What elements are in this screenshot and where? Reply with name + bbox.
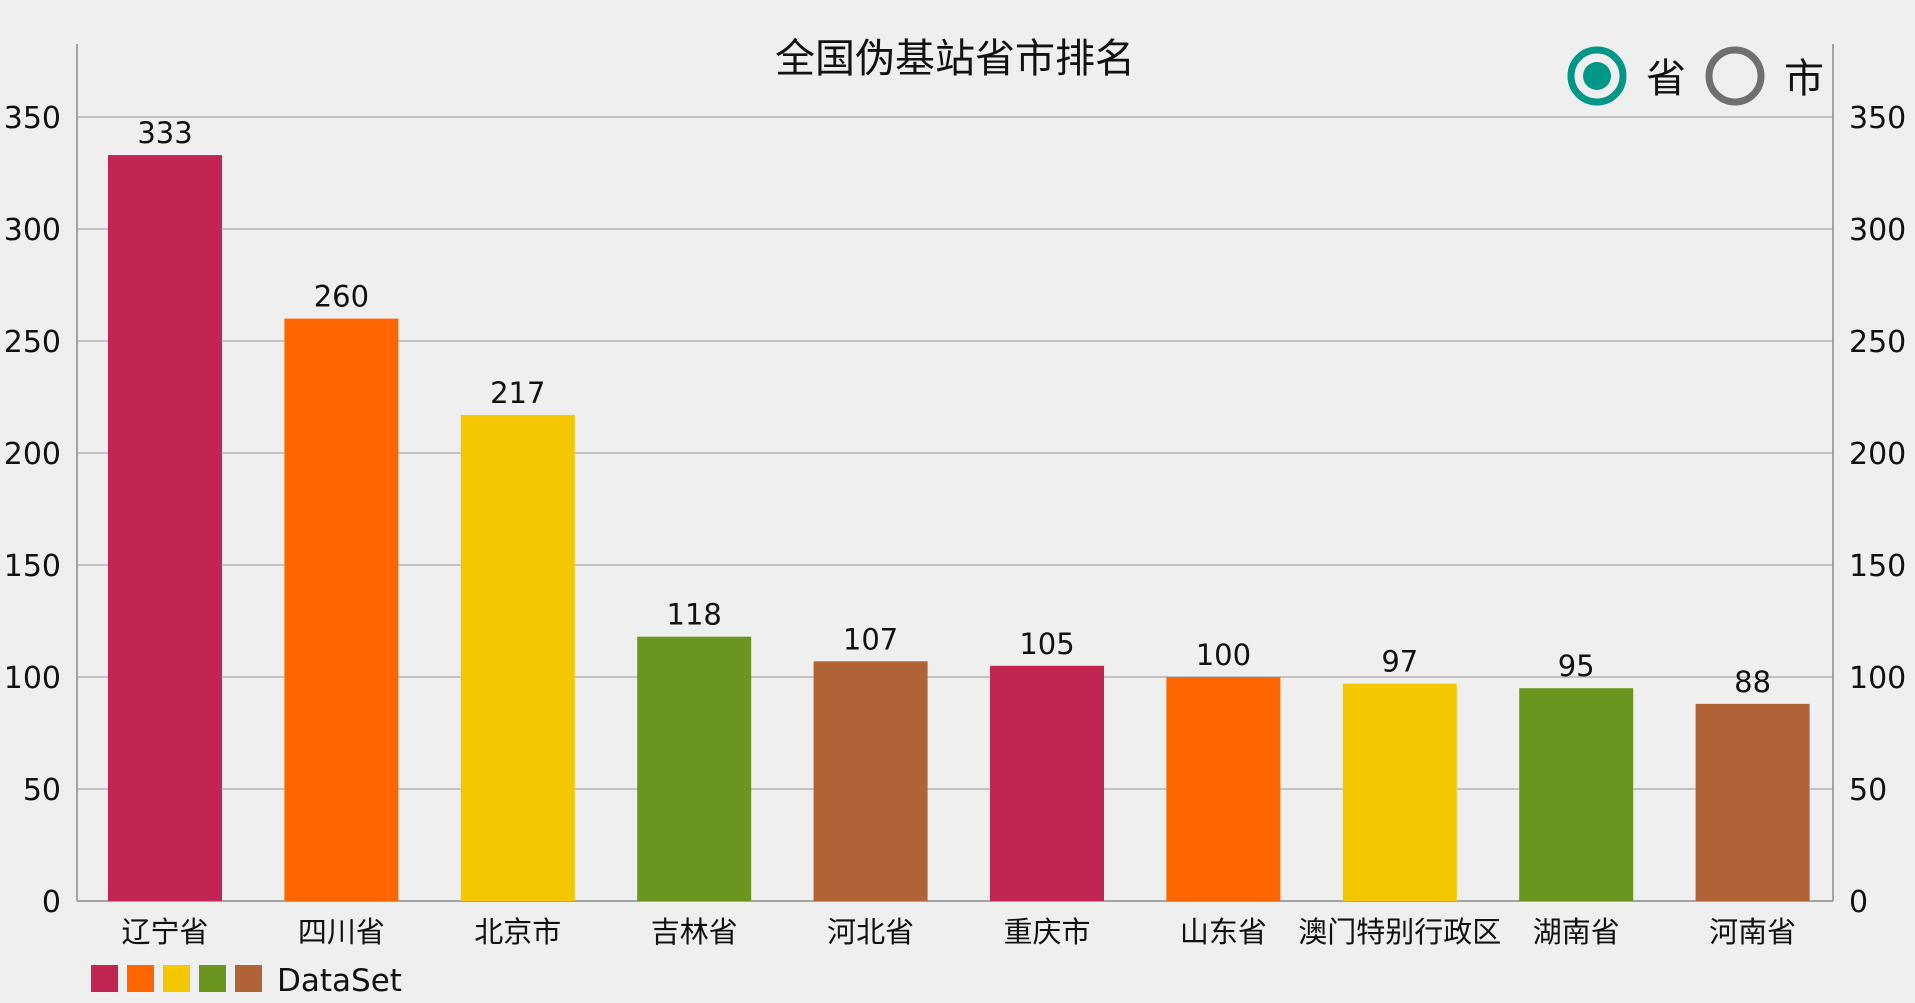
bar [108,155,222,901]
y-tick-label-left: 200 [4,437,61,472]
bar [284,318,399,902]
x-tick-label: 辽宁省 [121,915,208,949]
bar [990,665,1104,901]
bar [460,414,575,901]
radio-province-label[interactable]: 省 [1646,56,1686,102]
y-tick-label-left: 350 [4,101,61,136]
legend-swatch [199,965,226,992]
bar [1695,703,1810,901]
legend-swatch [163,965,190,992]
bar [1166,677,1281,901]
y-tick-label-left: 150 [4,549,61,584]
bars [108,155,1810,902]
legend-swatch [127,965,154,992]
bar-value-label: 105 [1019,627,1074,661]
x-tick-label: 重庆市 [1003,915,1090,949]
radio-province-circle[interactable] [1567,46,1627,106]
value-labels: 333 260 217 118 107 105 100 97 95 88 [137,116,1771,699]
bar-value-label: 95 [1558,649,1595,683]
y-tick-label-left: 100 [4,661,61,696]
y-tick-label-right: 350 [1849,101,1906,136]
x-tick-label: 吉林省 [651,915,738,949]
y-tick-label-left: 0 [42,885,61,920]
y-tick-label-right: 150 [1849,549,1906,584]
bar [1519,688,1634,901]
radio-city-dot [1721,62,1749,90]
x-tick-label: 四川省 [298,915,385,949]
bar [637,636,752,901]
y-tick-label-left: 50 [23,773,61,808]
legend-series-name: DataSet [277,963,402,999]
radio-city-circle[interactable] [1705,46,1765,106]
bar-value-label: 118 [667,598,722,632]
bar-value-label: 88 [1734,665,1771,699]
y-tick-label-right: 50 [1849,773,1887,808]
bar-value-label: 333 [137,116,192,150]
bar-value-label: 100 [1196,638,1251,672]
y-tick-label-right: 200 [1849,437,1906,472]
x-tick-label: 北京市 [474,915,561,949]
radio-province-dot [1583,62,1611,90]
bar [1342,683,1457,901]
bar-value-label: 97 [1381,645,1418,679]
legend: DataSet [91,963,402,999]
chart-title: 全国伪基站省市排名 [775,36,1135,82]
legend-swatch [235,965,262,992]
category-labels: 辽宁省 四川省 北京市 吉林省 河北省 重庆市 山东省 澳门特别行政区 湖南省 河南省 [121,915,1796,949]
x-tick-label: 河南省 [1709,915,1796,949]
radio-province[interactable]: 省 [1567,46,1686,106]
legend-swatch [91,965,118,992]
y-tick-label-right: 0 [1849,885,1868,920]
radio-city[interactable]: 市 [1705,46,1824,106]
x-tick-label: 河北省 [827,915,914,949]
bar [813,661,928,901]
bar-value-label: 260 [314,280,369,314]
bar-value-label: 107 [843,622,898,656]
y-tick-label-left: 300 [4,213,61,248]
y-tick-label-right: 250 [1849,325,1906,360]
bar-value-label: 217 [490,376,545,410]
province-city-toggle: 省 市 [1567,46,1824,106]
x-tick-label: 山东省 [1180,915,1267,949]
y-tick-label-right: 300 [1849,213,1906,248]
y-tick-labels: 0 0 50 50 100 100 150 150 200 200 250 250 300 300 350 3… [4,101,1907,920]
y-tick-label-left: 250 [4,325,61,360]
radio-city-label[interactable]: 市 [1784,56,1824,102]
x-tick-label: 湖南省 [1533,915,1620,949]
y-tick-label-right: 100 [1849,661,1906,696]
x-tick-label: 澳门特别行政区 [1298,915,1501,949]
